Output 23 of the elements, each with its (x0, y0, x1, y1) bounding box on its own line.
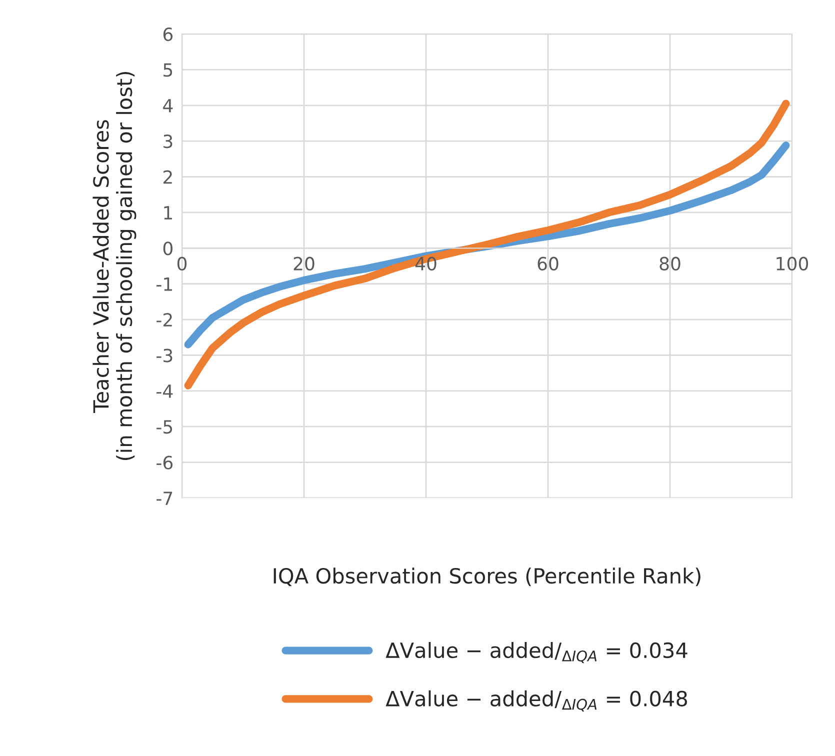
x-tick-label: 0 (177, 256, 187, 270)
y-tick-label: 0 (163, 242, 172, 256)
x-tick-label: 100 (776, 256, 808, 270)
x-tick-label: 60 (538, 256, 558, 270)
y-tick-label: 6 (163, 27, 173, 42)
y-tick-label: 2 (164, 170, 172, 184)
y-tick-label: -1 (156, 278, 172, 291)
legend-label: ΔValue − added/$_{ΔIQA}$ = 0.034 (386, 642, 688, 664)
y-tick-label: 3 (164, 134, 172, 148)
y-tick-label: -6 (156, 456, 173, 470)
y-tick-label: -3 (156, 348, 172, 362)
y-axis-title: Teacher Value-Added Scores (in month of schooling gained or lost) (92, 72, 136, 460)
legend-label: ΔValue − added/$_{ΔIQA}$ = 0.048 (386, 690, 688, 712)
y-tick-label: -5 (156, 420, 172, 434)
y-tick-label: -4 (156, 384, 173, 398)
y-tick-label: 4 (163, 99, 173, 112)
y-tick-label: 5 (164, 63, 172, 77)
x-axis-title: IQA Observation Scores (Percentile Rank) (274, 568, 700, 586)
y-tick-label: -7 (156, 492, 172, 505)
y-tick-label: -2 (156, 313, 172, 326)
x-tick-label: 80 (660, 256, 680, 270)
x-tick-label: 20 (294, 256, 314, 270)
y-tick-label: 1 (164, 206, 172, 220)
